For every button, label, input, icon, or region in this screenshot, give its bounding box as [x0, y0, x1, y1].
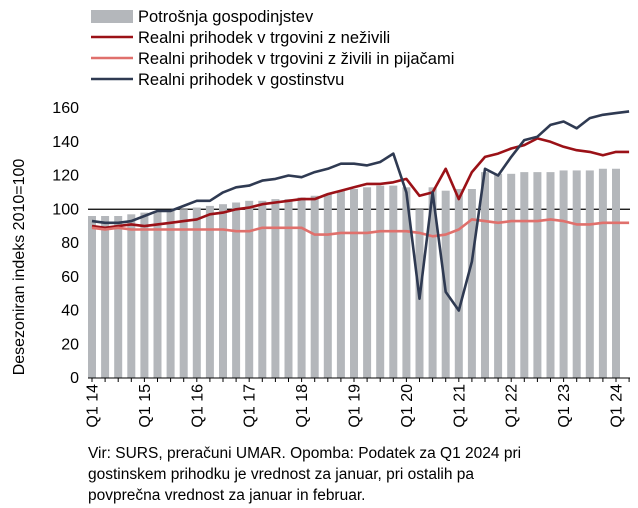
y-tick-label-5: 100: [52, 201, 79, 218]
bar-q12: [245, 200, 254, 378]
bar-q10: [219, 204, 227, 378]
bar-q30: [481, 172, 489, 378]
bar-q39: [598, 168, 607, 378]
bar-q36: [559, 170, 568, 378]
bar-q34: [533, 172, 542, 378]
bar-q0: [88, 216, 96, 378]
bar-q38: [585, 170, 594, 378]
bar-q14: [271, 199, 280, 378]
legend-label-1: Potrošnja gospodinjstev: [138, 8, 314, 26]
bar-q11: [232, 202, 241, 378]
x-tick-label-5: Q1 19: [347, 384, 364, 428]
bar-q7: [179, 209, 188, 378]
bar-q29: [467, 189, 476, 378]
bar-q4: [140, 212, 149, 378]
x-tick-label-1: Q1 15: [137, 384, 154, 428]
line-series-3: [91, 110, 630, 312]
y-tick-label-8: 160: [52, 100, 79, 117]
bar-series: [88, 168, 620, 378]
bar-q5: [153, 210, 162, 378]
y-tick-label-6: 120: [52, 168, 79, 185]
bar-q24: [402, 187, 411, 378]
bar-q20: [350, 189, 358, 378]
bar-q40: [612, 168, 620, 378]
line-series-2: [91, 218, 630, 238]
source-note-line-3: povprečna vrednost za januar in februar.: [88, 487, 366, 504]
y-tick-label-0: 0: [70, 370, 79, 387]
y-tick-label-7: 140: [52, 134, 79, 151]
bar-q3: [127, 214, 136, 378]
bar-q6: [166, 210, 175, 378]
bar-q37: [572, 170, 581, 378]
legend-label-4: Realni prihodek v gostinstvu: [138, 71, 344, 89]
bar-q23: [389, 185, 398, 378]
bar-q2: [114, 216, 123, 378]
source-note-line-2: gostinskem prihodku je vrednost za janua…: [88, 466, 474, 483]
legend-swatch-1: [91, 10, 133, 23]
x-tick-label-9: Q1 23: [556, 384, 573, 428]
x-tick-label-3: Q1 17: [242, 384, 259, 428]
legend: Potrošnja gospodinjstev Realni prihodek v…: [91, 8, 454, 89]
bar-q22: [376, 185, 385, 378]
bar-q28: [454, 189, 463, 378]
legend-label-2: Realni prihodek v trgovini z neživili: [138, 29, 390, 47]
y-axis-label: Desezoniran indeks 2010=100: [11, 159, 28, 376]
x-tick-label-6: Q1 20: [399, 384, 416, 428]
y-tick-label-2: 40: [61, 303, 79, 320]
source-note: Vir: SURS, preračuni UMAR. Opomba: Podat…: [88, 443, 633, 506]
bar-q1: [101, 216, 110, 378]
y-tick-label-1: 20: [61, 336, 79, 353]
y-tick-label-3: 60: [61, 269, 79, 286]
bar-q21: [363, 187, 372, 378]
line-series-1: [91, 137, 630, 230]
x-tick-label-0: Q1 14: [85, 384, 102, 428]
bar-q16: [297, 197, 306, 378]
bar-q19: [336, 190, 345, 378]
line-series: [91, 110, 630, 312]
bar-q8: [192, 207, 201, 378]
y-tick-label-4: 80: [61, 235, 79, 252]
bar-q17: [310, 195, 319, 378]
bar-q33: [520, 172, 529, 378]
x-tick-label-10: Q1 24: [609, 384, 626, 428]
bar-q15: [284, 199, 293, 378]
legend-label-3: Realni prihodek v trgovini z živili in p…: [138, 50, 454, 68]
x-tick-label-2: Q1 16: [189, 384, 206, 428]
bar-q31: [494, 173, 503, 378]
bar-q35: [546, 172, 555, 378]
x-tick-label-7: Q1 21: [451, 384, 468, 428]
bar-q13: [258, 200, 267, 378]
source-note-line-1: Vir: SURS, preračuni UMAR. Opomba: Podat…: [88, 445, 522, 462]
bar-q18: [323, 194, 332, 378]
bar-q9: [205, 205, 214, 378]
x-axis: Q1 14 Q1 15 Q1 16 Q1 17 Q1 18 Q1 19 Q1 20 Q1 21…: [85, 378, 630, 428]
bar-q26: [428, 187, 437, 378]
bar-q32: [507, 173, 516, 378]
x-tick-label-4: Q1 18: [294, 384, 311, 428]
x-tick-label-8: Q1 22: [504, 384, 521, 428]
y-axis: 0 20 40 60 80 100 120 140 160: [52, 100, 630, 387]
